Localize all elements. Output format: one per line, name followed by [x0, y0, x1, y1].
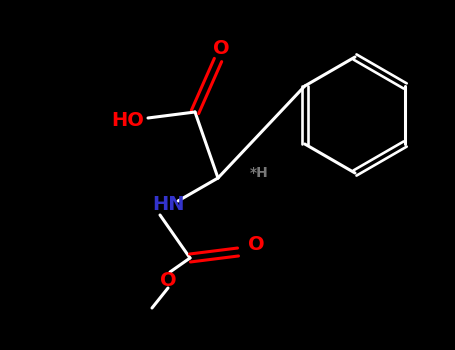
Text: HO: HO [111, 111, 144, 130]
Text: *H: *H [250, 166, 269, 180]
Text: O: O [160, 271, 177, 289]
Text: O: O [248, 234, 265, 253]
Text: HN: HN [152, 196, 184, 215]
Text: O: O [212, 38, 229, 57]
